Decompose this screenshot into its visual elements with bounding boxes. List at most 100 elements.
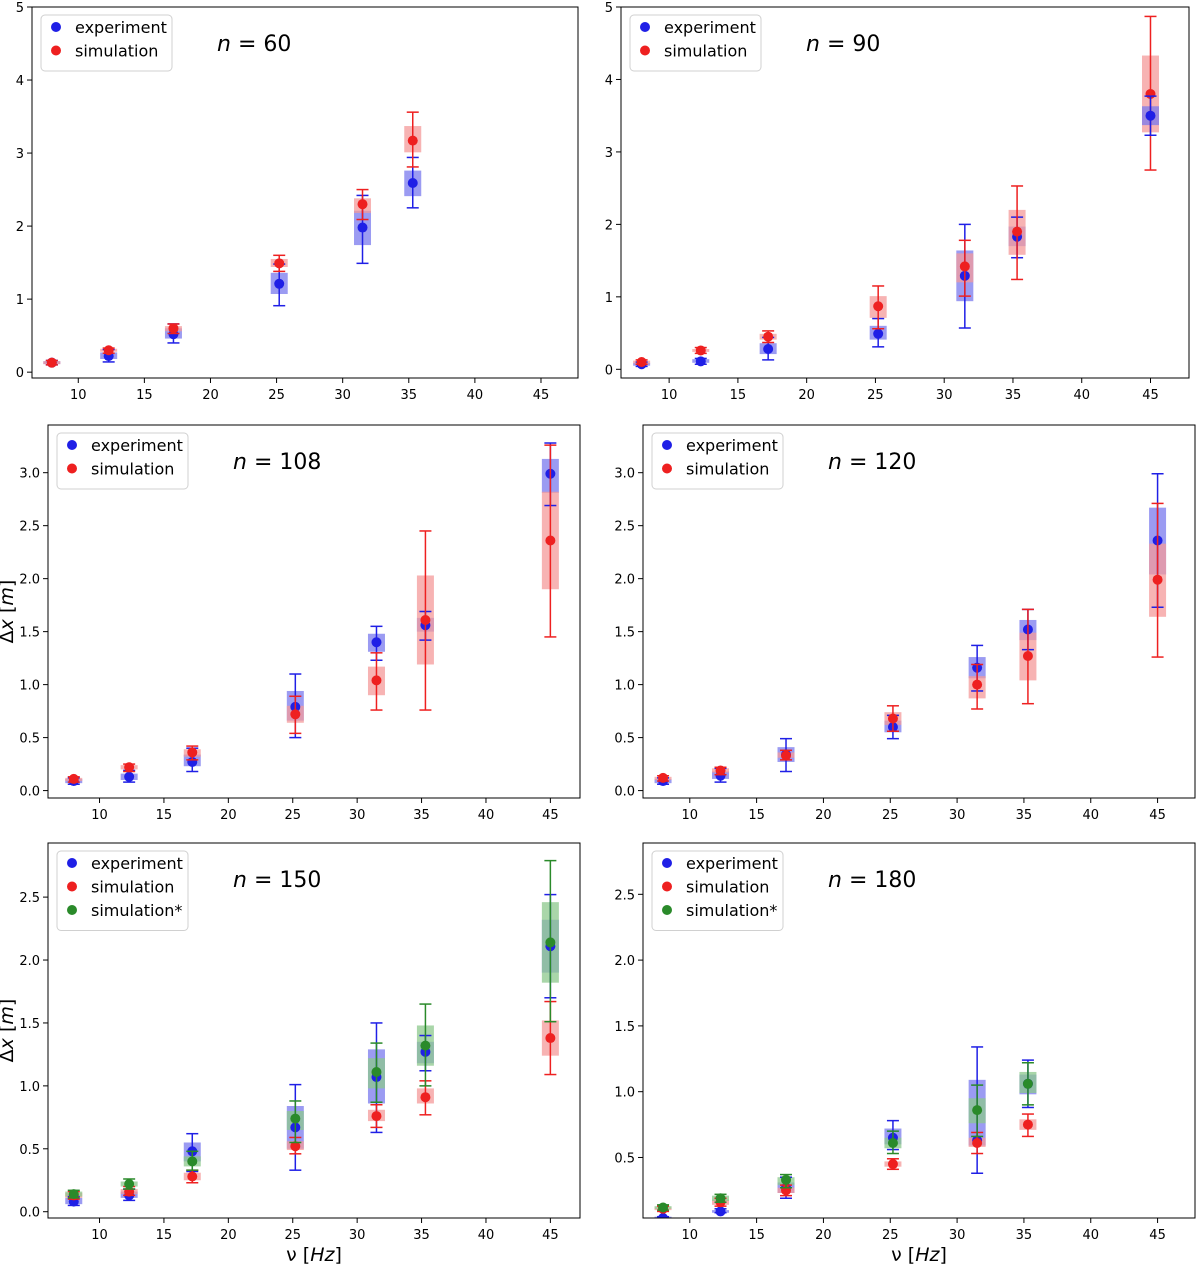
experiment-point [124,771,135,782]
x-tick-label: 40 [1082,1228,1099,1243]
y-tick-label: 3 [605,146,613,161]
y-tick-label: 0.5 [19,732,40,747]
simulation*-point [290,1113,301,1124]
x-tick-label: 30 [949,1228,966,1243]
simulation*-point [371,1067,382,1078]
legend-box [651,432,784,490]
simulation-point [1012,226,1023,237]
simulation*-point [715,1193,726,1204]
panel-label: n = 120 [828,450,916,475]
x-tick-label: 40 [478,1228,495,1243]
simulation-point [959,261,970,272]
x-tick-label: 20 [220,808,237,823]
simulation*-point [420,1040,431,1051]
panel-bottom-right: 10 15 20 25 30 35 40 45 0.5 1.0 1.5 2.0 2.5 experimen… [614,842,1196,1266]
y-tick-label: 1.5 [19,626,40,641]
panel-bottom-left: 10 15 20 25 30 35 40 45 0.0 0.5 1.0 1.5 2.0 2.5 experi… [0,842,581,1266]
simulation-point [357,199,368,210]
simulation*-point [781,1174,792,1185]
y-tick-label: 5 [605,1,613,16]
y-tick-label: 2.5 [19,891,40,906]
axes-frame [31,6,579,379]
simulation-point [420,1092,431,1103]
legend-box [651,850,784,931]
x-tick-label: 25 [882,808,899,823]
x-tick-label: 45 [1149,1228,1166,1243]
legend-box [629,14,762,72]
panel-label: n = 108 [233,450,321,475]
simulation-point [887,713,898,724]
legend: experiment simulation simulation* [56,850,189,931]
x-tick-label: 45 [542,1228,559,1243]
y-tick-label: 2.0 [19,954,40,969]
legend-marker-simulation [662,881,672,892]
simulation*-point [972,1105,983,1116]
simulation-point [1022,1119,1033,1130]
legend-label-simulation-star: simulation* [686,901,777,920]
y-tick-label: 1.0 [614,1086,635,1101]
y-tick-label: 0.5 [19,1143,40,1158]
y-tick-label: 0.0 [614,785,635,800]
y-tick-label: 2.5 [614,888,635,903]
axes-frame [620,6,1190,379]
panel-top-right: 10 15 20 25 30 35 40 45012345experimentsimulati… [605,1,1190,403]
x-tick-label: 45 [542,808,559,823]
simulation-point [1152,574,1163,585]
simulation-point [545,1033,556,1044]
legend-box [40,14,173,72]
y-tick-label: 4 [16,74,24,89]
x-tick-label: 25 [268,388,285,403]
y-tick-label: 0 [605,363,613,378]
x-tick-label: 15 [748,808,765,823]
legend-marker-simulation-star [67,905,77,915]
x-tick-label: 20 [220,1228,237,1243]
simulation-point [371,1111,382,1122]
experiment-point [1145,110,1156,121]
simulation-point [187,1171,198,1182]
y-tick-label: 2.5 [19,520,40,535]
panel-middle-left: 10 15 20 25 30 35 40 45 0.0 0.5 1.0 1.5 2.0 2.5 3.0 exp… [0,424,581,823]
x-tick-label: 15 [156,1228,173,1243]
legend: experiment simulation [629,14,762,72]
simulation-point [407,135,418,146]
experiment-point [407,178,418,189]
legend-label-experiment: experiment [686,436,778,455]
simulation-point [887,1159,898,1170]
y-tick-label: 0.5 [614,732,635,747]
simulation-point [290,709,301,720]
y-tick-label: 0.0 [19,1206,40,1221]
experiment-point [658,1213,669,1218]
y-tick-label: 2.0 [614,954,635,969]
legend-label-experiment: experiment [686,854,778,873]
y-axis-title: Δx [m] [0,161,2,225]
experiment-point [763,344,774,355]
x-tick-label: 20 [798,388,815,403]
legend-label-simulation: simulation [686,460,769,479]
plot-area [654,472,1167,787]
legend: experiment simulation [651,432,784,490]
y-tick-label: 0.5 [614,1151,635,1166]
legend-label-experiment: experiment [91,854,183,873]
legend-marker-simulation [640,45,650,56]
axes-frame [47,424,581,799]
simulation*-point [187,1156,198,1167]
y-tick-label: 1.0 [614,679,635,694]
simulation-point [103,345,114,356]
legend-marker-experiment [67,858,77,868]
experiment-point [695,356,706,367]
x-tick-label: 45 [533,388,550,403]
plot-area [43,111,422,368]
simulation-point [371,675,382,686]
simulation*-point [68,1189,79,1200]
simulation-point [972,1138,983,1148]
x-tick-label: 25 [284,1228,301,1243]
y-tick-label: 1.5 [614,1020,635,1035]
simulation-point [873,301,884,312]
experiment-point [873,328,884,339]
y-tick-label: 3.0 [19,467,40,482]
legend: experiment simulation simulation* [651,850,784,931]
x-tick-label: 45 [1149,808,1166,823]
y-tick-label: 2 [16,220,24,235]
x-tick-label: 30 [936,388,953,403]
